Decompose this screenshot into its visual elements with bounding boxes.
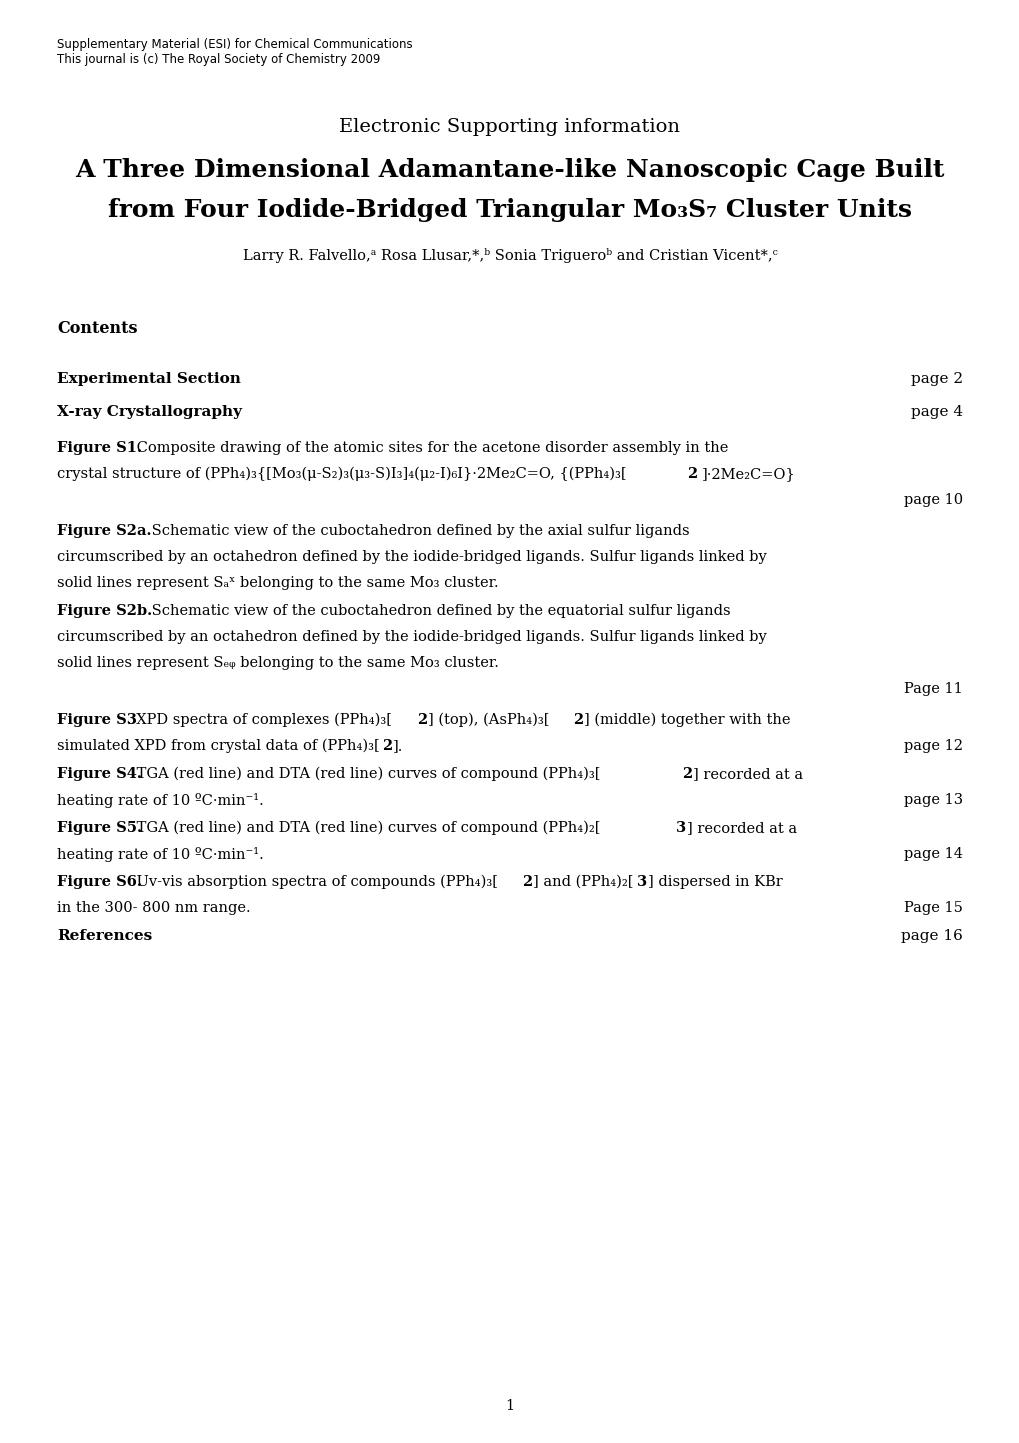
Text: Uv-vis absorption spectra of compounds (PPh₄)₃[: Uv-vis absorption spectra of compounds (… bbox=[131, 874, 497, 889]
Text: circumscribed by an octahedron defined by the iodide-bridged ligands. Sulfur lig: circumscribed by an octahedron defined b… bbox=[57, 550, 766, 564]
Text: 2: 2 bbox=[522, 874, 532, 889]
Text: Figure S3: Figure S3 bbox=[57, 713, 137, 727]
Text: ] dispersed in KBr: ] dispersed in KBr bbox=[647, 874, 782, 889]
Text: in the 300- 800 nm range.: in the 300- 800 nm range. bbox=[57, 900, 251, 915]
Text: Figure S4.: Figure S4. bbox=[57, 768, 142, 781]
Text: ] recorded at a: ] recorded at a bbox=[687, 821, 796, 835]
Text: Composite drawing of the atomic sites for the acetone disorder assembly in the: Composite drawing of the atomic sites fo… bbox=[131, 442, 728, 455]
Text: heating rate of 10 ºC·min⁻¹.: heating rate of 10 ºC·min⁻¹. bbox=[57, 847, 264, 861]
Text: Figure S2a.: Figure S2a. bbox=[57, 524, 152, 538]
Text: TGA (red line) and DTA (red line) curves of compound (PPh₄)₂[: TGA (red line) and DTA (red line) curves… bbox=[131, 821, 600, 835]
Text: References: References bbox=[57, 929, 152, 942]
Text: page 4: page 4 bbox=[910, 405, 962, 418]
Text: Schematic view of the cuboctahedron defined by the axial sulfur ligands: Schematic view of the cuboctahedron defi… bbox=[147, 524, 689, 538]
Text: Page 15: Page 15 bbox=[903, 900, 962, 915]
Text: 2: 2 bbox=[417, 713, 427, 727]
Text: Figure S2b.: Figure S2b. bbox=[57, 605, 152, 618]
Text: circumscribed by an octahedron defined by the iodide-bridged ligands. Sulfur lig: circumscribed by an octahedron defined b… bbox=[57, 631, 766, 644]
Text: ]·2Me₂C=O}: ]·2Me₂C=O} bbox=[701, 468, 795, 481]
Text: ] and (PPh₄)₂[: ] and (PPh₄)₂[ bbox=[533, 874, 633, 889]
Text: page 13: page 13 bbox=[903, 794, 962, 807]
Text: Page 11: Page 11 bbox=[904, 683, 962, 696]
Text: 1: 1 bbox=[505, 1400, 514, 1413]
Text: Experimental Section: Experimental Section bbox=[57, 372, 240, 385]
Text: Figure S1.: Figure S1. bbox=[57, 442, 142, 455]
Text: 2: 2 bbox=[682, 768, 692, 781]
Text: ] (top), (AsPh₄)₃[: ] (top), (AsPh₄)₃[ bbox=[428, 713, 549, 727]
Text: 2: 2 bbox=[573, 713, 583, 727]
Text: solid lines represent Sₐˣ belonging to the same Mo₃ cluster.: solid lines represent Sₐˣ belonging to t… bbox=[57, 576, 498, 590]
Text: 3: 3 bbox=[676, 821, 686, 835]
Text: page 14: page 14 bbox=[903, 847, 962, 861]
Text: A Three Dimensional Adamantane-like Nanoscopic Cage Built: A Three Dimensional Adamantane-like Nano… bbox=[75, 157, 944, 182]
Text: . XPD spectra of complexes (PPh₄)₃[: . XPD spectra of complexes (PPh₄)₃[ bbox=[127, 713, 391, 727]
Text: crystal structure of (PPh₄)₃{[Mo₃(μ-S₂)₃(μ₃-S)I₃]₄(μ₂-I)₆I}·2Me₂C=O, {(PPh₄)₃[: crystal structure of (PPh₄)₃{[Mo₃(μ-S₂)₃… bbox=[57, 468, 626, 482]
Text: heating rate of 10 ºC·min⁻¹.: heating rate of 10 ºC·min⁻¹. bbox=[57, 794, 264, 808]
Text: Larry R. Falvello,ᵃ Rosa Llusar,*,ᵇ Sonia Trigueroᵇ and Cristian Vicent*,ᶜ: Larry R. Falvello,ᵃ Rosa Llusar,*,ᵇ Soni… bbox=[243, 248, 776, 263]
Text: 2: 2 bbox=[687, 468, 697, 481]
Text: Supplementary Material (ESI) for Chemical Communications: Supplementary Material (ESI) for Chemica… bbox=[57, 38, 413, 51]
Text: Figure S5.: Figure S5. bbox=[57, 821, 142, 835]
Text: X-ray Crystallography: X-ray Crystallography bbox=[57, 405, 242, 418]
Text: page 12: page 12 bbox=[903, 739, 962, 753]
Text: from Four Iodide-Bridged Triangular Mo₃S₇ Cluster Units: from Four Iodide-Bridged Triangular Mo₃S… bbox=[108, 198, 911, 222]
Text: Figure S6.: Figure S6. bbox=[57, 874, 142, 889]
Text: ].: ]. bbox=[392, 739, 403, 753]
Text: Electronic Supporting information: Electronic Supporting information bbox=[339, 118, 680, 136]
Text: This journal is (c) The Royal Society of Chemistry 2009: This journal is (c) The Royal Society of… bbox=[57, 53, 380, 66]
Text: TGA (red line) and DTA (red line) curves of compound (PPh₄)₃[: TGA (red line) and DTA (red line) curves… bbox=[131, 768, 600, 782]
Text: 3: 3 bbox=[637, 874, 646, 889]
Text: ] recorded at a: ] recorded at a bbox=[692, 768, 802, 781]
Text: ] (middle) together with the: ] (middle) together with the bbox=[584, 713, 790, 727]
Text: page 16: page 16 bbox=[900, 929, 962, 942]
Text: Schematic view of the cuboctahedron defined by the equatorial sulfur ligands: Schematic view of the cuboctahedron defi… bbox=[147, 605, 730, 618]
Text: simulated XPD from crystal data of (PPh₄)₃[: simulated XPD from crystal data of (PPh₄… bbox=[57, 739, 379, 753]
Text: 2: 2 bbox=[382, 739, 392, 753]
Text: Contents: Contents bbox=[57, 320, 138, 338]
Text: solid lines represent Sₑᵩ belonging to the same Mo₃ cluster.: solid lines represent Sₑᵩ belonging to t… bbox=[57, 657, 498, 670]
Text: page 2: page 2 bbox=[910, 372, 962, 385]
Text: page 10: page 10 bbox=[903, 494, 962, 506]
